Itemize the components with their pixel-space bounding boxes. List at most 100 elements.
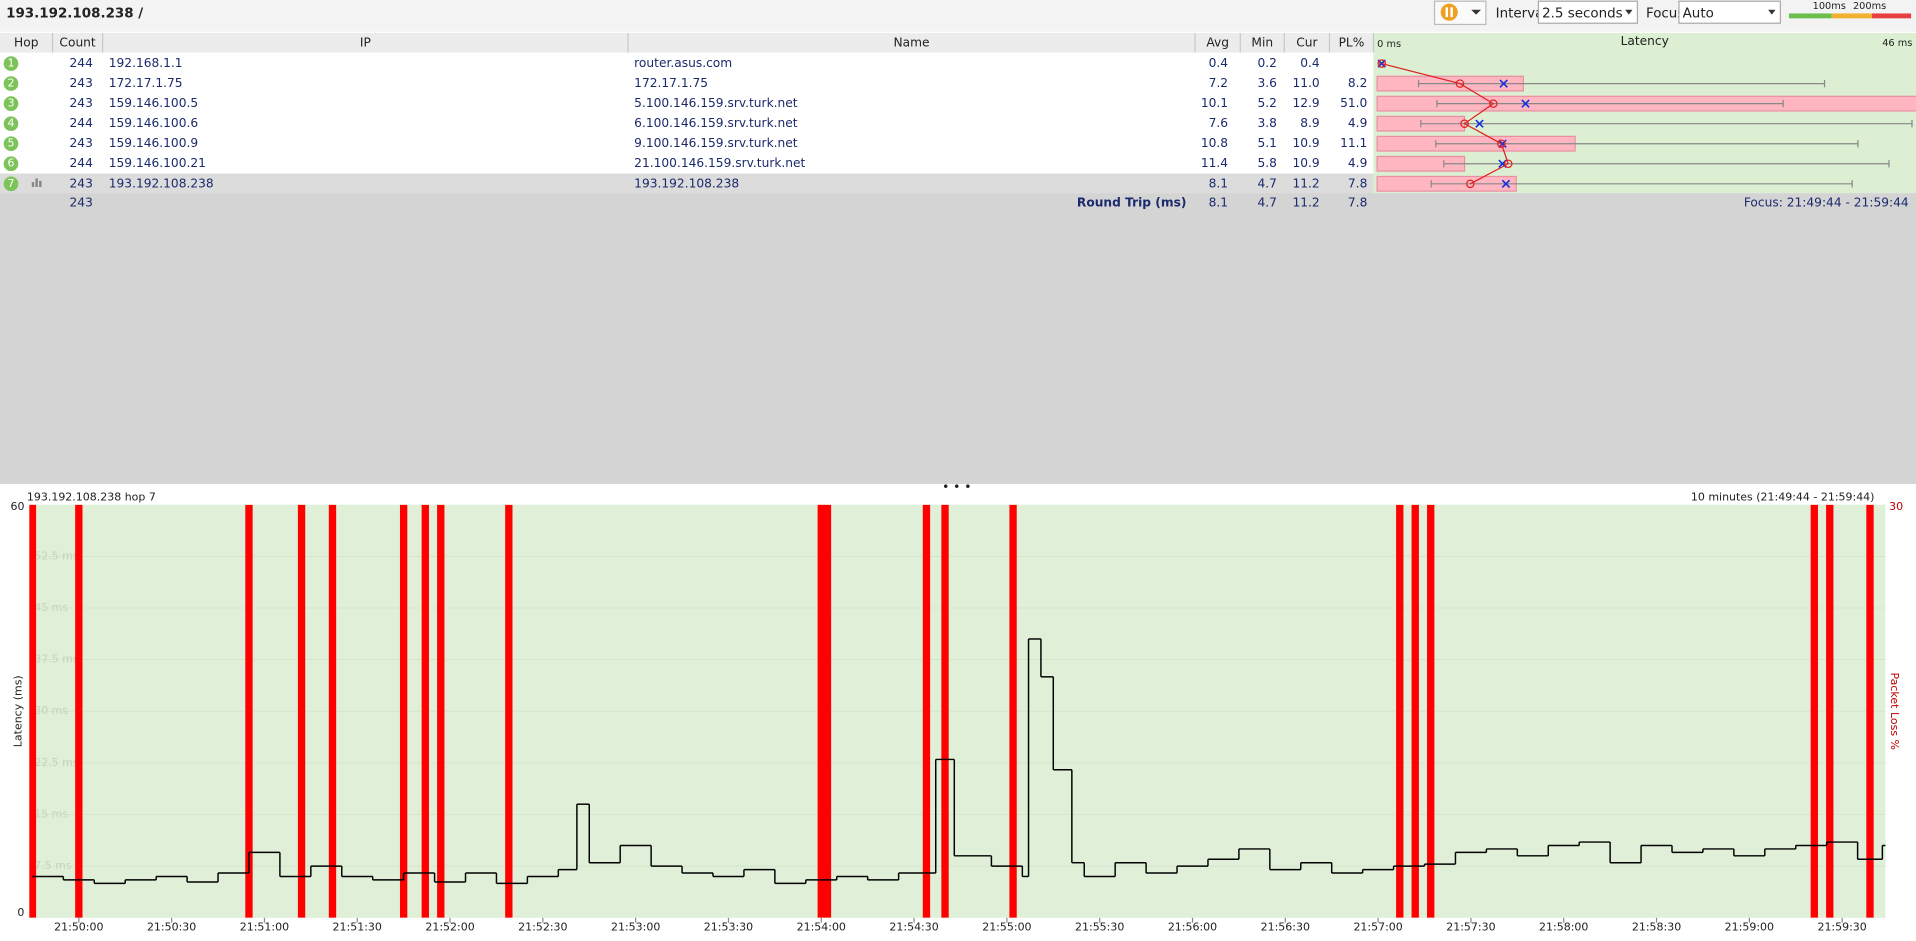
pl: 4.9 xyxy=(1348,156,1367,170)
min: 4.7 xyxy=(1257,176,1276,190)
hop-number: 7 xyxy=(7,177,14,190)
avg-marker xyxy=(1377,59,1387,68)
pl: 8.2 xyxy=(1348,76,1367,90)
cur: 8.9 xyxy=(1300,116,1319,130)
column-header[interactable]: Name xyxy=(894,35,930,49)
hop-badge xyxy=(3,96,19,111)
x-tick-label: 21:50:30 xyxy=(147,921,196,934)
scale-label: 200ms xyxy=(1853,1,1886,12)
pause-dropdown[interactable] xyxy=(1471,9,1481,15)
summary-min: 4.7 xyxy=(1257,195,1276,209)
cur: 11.2 xyxy=(1292,176,1319,190)
pl: 4.9 xyxy=(1348,116,1367,130)
y2-tick-label: 30 xyxy=(1889,500,1903,513)
plot: 7.5 ms 15 ms 22.5 ms 30 ms 37.5 ms 45 ms 52.5 … xyxy=(29,504,1886,918)
hop-badge xyxy=(3,56,19,71)
packet-loss-bar xyxy=(1427,504,1435,918)
x-tick-label: 21:58:30 xyxy=(1632,921,1681,934)
avg: 10.1 xyxy=(1201,96,1228,110)
min: 3.8 xyxy=(1257,116,1276,130)
min: 5.8 xyxy=(1257,156,1276,170)
pl: 11.1 xyxy=(1340,136,1367,150)
column-header[interactable]: Cur xyxy=(1296,35,1318,49)
x-tick-label: 21:52:30 xyxy=(518,921,567,934)
column-header[interactable]: Count xyxy=(59,35,95,49)
packet-loss-bar xyxy=(328,504,337,918)
pause-button[interactable] xyxy=(1440,3,1458,21)
avg-marker xyxy=(1466,179,1475,189)
focus-select[interactable] xyxy=(1678,0,1781,24)
name: router.asus.com xyxy=(634,56,732,70)
y-tick-label: 60 xyxy=(10,500,24,513)
ip[interactable]: 159.146.100.21 xyxy=(109,156,206,170)
x-tick-label: 21:59:30 xyxy=(1817,921,1866,934)
y-axis-label: Latency (ms) xyxy=(11,675,24,747)
column-header[interactable]: Min xyxy=(1251,35,1273,49)
ip[interactable]: 159.146.100.6 xyxy=(109,116,198,130)
latency-scale-label: 0 ms xyxy=(1377,39,1401,50)
y-tick-label: 22.5 ms xyxy=(34,756,79,769)
selected-row[interactable] xyxy=(0,173,1374,194)
cur: 10.9 xyxy=(1292,136,1319,150)
avg: 8.1 xyxy=(1209,176,1228,190)
summary-cur: 11.2 xyxy=(1292,195,1319,209)
y2-axis-label: Packet Loss % xyxy=(1888,673,1901,750)
packet-loss-bar xyxy=(245,504,253,918)
current-marker xyxy=(1475,119,1484,128)
column-header[interactable]: IP xyxy=(360,35,371,49)
y-tick-label: 7.5 ms xyxy=(34,859,72,872)
table-header xyxy=(0,32,1374,53)
splitter[interactable]: • • • xyxy=(942,480,971,494)
column-header[interactable]: Avg xyxy=(1206,35,1229,49)
x-tick-label: 21:56:00 xyxy=(1168,921,1217,934)
cur: 12.9 xyxy=(1292,96,1319,110)
x-tick-label: 21:58:00 xyxy=(1539,921,1588,934)
count: 243 xyxy=(70,136,93,150)
ip[interactable]: 193.192.108.238 xyxy=(109,176,214,190)
focus-label: Focus xyxy=(1646,6,1684,21)
hop-badge xyxy=(3,116,19,132)
latency-graph xyxy=(1376,59,1916,192)
current-marker xyxy=(1499,79,1508,88)
avg-marker xyxy=(1455,79,1465,88)
packet-loss-bar xyxy=(922,504,931,918)
summary-pl: 7.8 xyxy=(1348,195,1367,209)
hop-number: 5 xyxy=(7,137,14,150)
min: 3.6 xyxy=(1257,76,1276,90)
avg: 0.4 xyxy=(1209,56,1229,70)
name: 6.100.146.159.srv.turk.net xyxy=(634,116,798,130)
graph-icon xyxy=(31,182,35,187)
hop-number: 1 xyxy=(7,57,14,70)
focus-range: Focus: 21:49:44 - 21:59:44 xyxy=(1744,195,1909,209)
count: 243 xyxy=(70,76,93,90)
scale-good xyxy=(1788,13,1832,19)
avg-marker xyxy=(1497,139,1506,148)
packet-loss-bar xyxy=(1866,504,1874,918)
hop-badge xyxy=(3,156,19,172)
packet-loss-bar xyxy=(1396,504,1404,918)
x-tick-label: 21:56:30 xyxy=(1261,921,1310,934)
interval-label: Interval xyxy=(1496,6,1547,21)
packet-loss-bar xyxy=(941,504,949,918)
packet-loss-bar xyxy=(75,504,83,918)
interval-select[interactable] xyxy=(1537,0,1639,24)
ip[interactable]: 159.146.100.9 xyxy=(109,136,198,150)
x-tick-label: 21:54:00 xyxy=(797,921,846,934)
avg: 7.2 xyxy=(1209,76,1228,90)
ip[interactable]: 192.168.1.1 xyxy=(109,56,183,70)
column-header[interactable]: PL% xyxy=(1339,35,1365,49)
pl: 51.0 xyxy=(1340,96,1367,110)
packet-loss-bar xyxy=(817,504,825,918)
x-tick-label: 21:50:00 xyxy=(54,921,103,934)
ip[interactable]: 172.17.1.75 xyxy=(109,76,183,90)
avg-marker xyxy=(1460,119,1469,128)
ip[interactable]: 159.146.100.5 xyxy=(109,96,198,110)
min: 5.1 xyxy=(1257,136,1276,150)
x-tick-label: 21:55:30 xyxy=(1075,921,1124,934)
name: 172.17.1.75 xyxy=(634,76,708,90)
x-tick-label: 21:57:30 xyxy=(1446,921,1495,934)
current-marker xyxy=(1498,139,1507,148)
column-header[interactable]: Hop xyxy=(14,35,39,49)
